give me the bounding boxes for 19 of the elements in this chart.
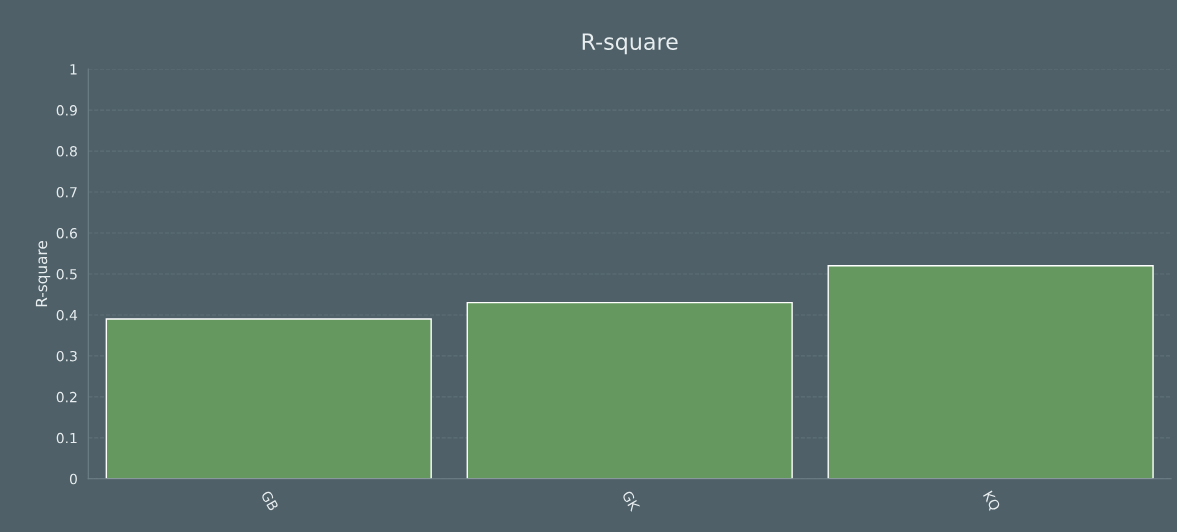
y-tick-label: 0.6 bbox=[56, 227, 77, 239]
y-tick-label: 0 bbox=[69, 473, 77, 485]
x-tick-label: KQ bbox=[981, 490, 1001, 513]
x-tick-label: GK bbox=[621, 490, 641, 513]
bar bbox=[827, 265, 1154, 479]
bar bbox=[466, 301, 793, 479]
chart-title: R-square bbox=[582, 33, 678, 55]
y-tick-label: 1 bbox=[70, 64, 77, 75]
y-tick-label: 0.3 bbox=[56, 350, 77, 362]
bar bbox=[105, 318, 432, 479]
y-tick-label: 0.8 bbox=[56, 146, 77, 157]
x-tick-label: GB bbox=[260, 490, 279, 512]
y-tick-label: 0.9 bbox=[56, 105, 77, 116]
y-axis-title: R-square bbox=[35, 241, 51, 307]
y-tick-label: 0.2 bbox=[56, 391, 77, 403]
y-tick-label: 0.4 bbox=[56, 309, 78, 321]
y-tick-label: 0.1 bbox=[56, 432, 77, 444]
y-tick-label: 0.7 bbox=[56, 187, 77, 198]
y-tick-label: 0.5 bbox=[56, 268, 77, 280]
